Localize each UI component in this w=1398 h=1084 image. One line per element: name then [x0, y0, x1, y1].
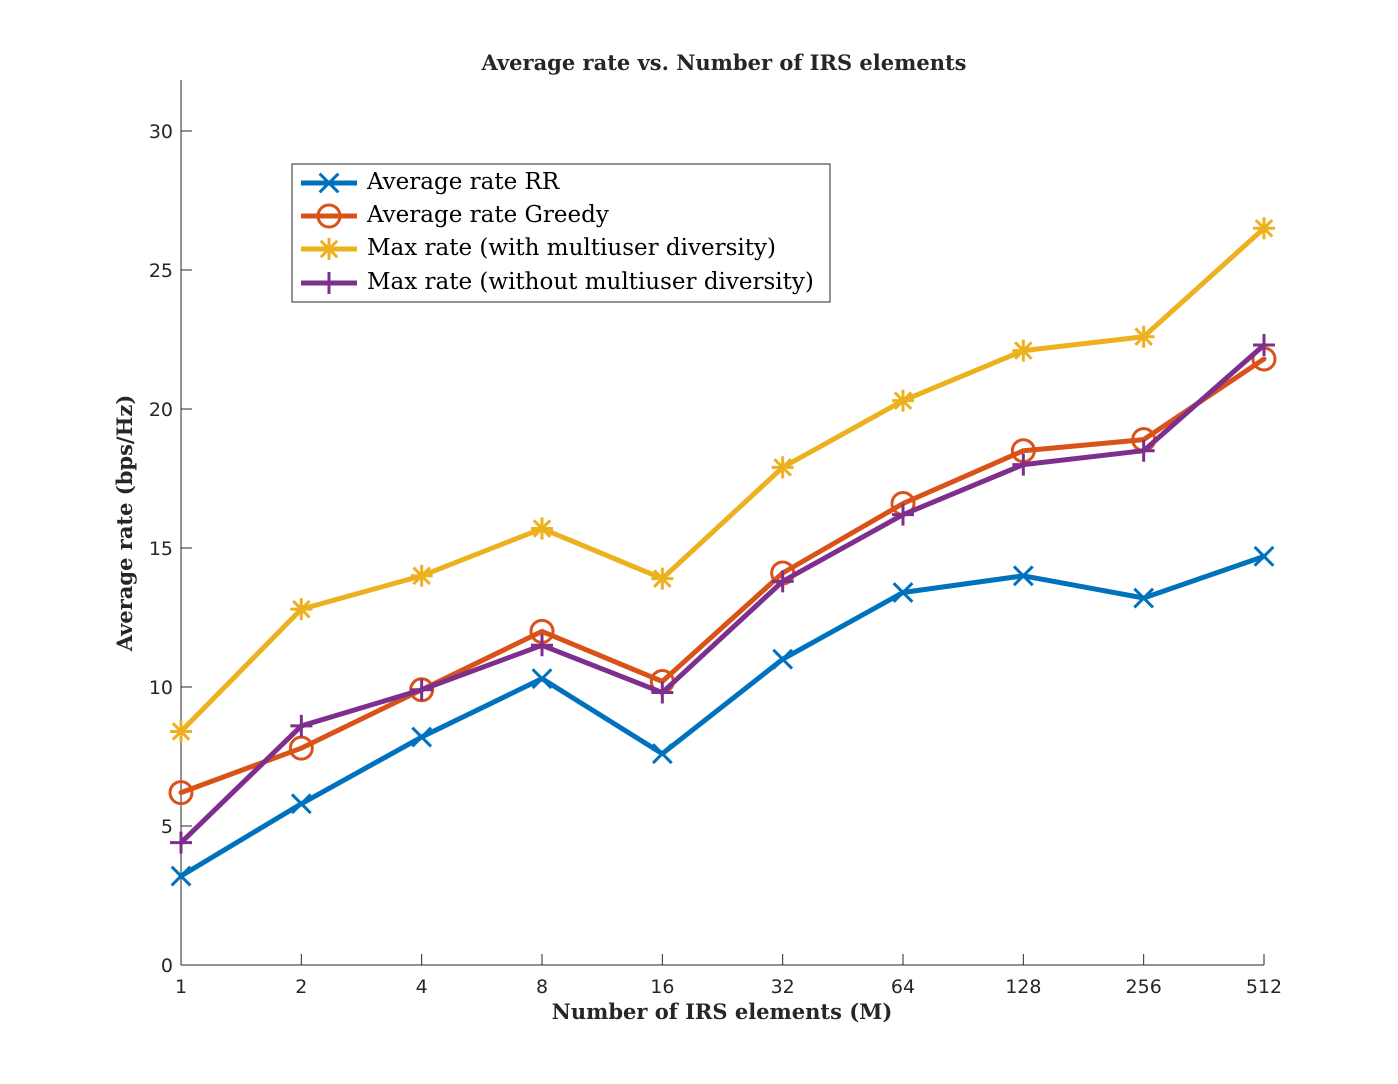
x-tick-label: 8	[536, 976, 548, 998]
data-point-3	[531, 634, 553, 657]
data-point-3	[410, 678, 433, 701]
data-point-1	[168, 780, 194, 806]
y-tick-label: 25	[149, 260, 173, 282]
y-tick-label: 30	[149, 121, 173, 143]
data-point-0	[290, 793, 312, 815]
data-point-3	[170, 831, 192, 854]
data-point-3	[290, 714, 313, 737]
data-point-0	[1253, 545, 1275, 567]
data-point-3	[1132, 439, 1155, 462]
x-tick-label: 64	[891, 976, 915, 998]
series-line-3	[178, 342, 1267, 846]
data-point-2	[410, 564, 433, 587]
y-axis-label: Average rate (bps/Hz)	[112, 395, 137, 653]
data-point-2	[290, 598, 313, 621]
data-point-2	[1132, 325, 1155, 348]
legend-marker-3	[318, 272, 340, 294]
chart-title: Average rate vs. Number of IRS elements	[481, 50, 967, 75]
y-tick-label: 10	[149, 677, 173, 699]
legend-entry-0-label: Average rate RR	[366, 169, 560, 195]
series-2	[170, 217, 1275, 743]
data-point-2	[170, 720, 192, 743]
legend-markers	[301, 172, 357, 294]
data-point-2	[771, 456, 794, 479]
data-point-0	[1012, 565, 1034, 587]
series-0	[170, 545, 1275, 887]
series-line-1	[178, 356, 1267, 796]
series-line-0	[178, 553, 1267, 879]
data-point-0	[1133, 587, 1155, 609]
data-point-0	[892, 582, 914, 603]
x-axis-ticks: 1 2 4 8 16 32 64 128 256 512	[175, 954, 1282, 998]
y-tick-label: 20	[149, 399, 173, 421]
x-tick-label: 128	[1005, 976, 1041, 998]
x-tick-label: 256	[1126, 976, 1162, 998]
x-tick-label: 32	[771, 976, 795, 998]
legend-entry-2-label: Max rate (with multiuser diversity)	[367, 235, 776, 261]
x-tick-label: 2	[295, 976, 307, 998]
plot-series	[168, 217, 1277, 887]
data-point-2	[892, 389, 914, 412]
x-tick-label: 1	[175, 976, 187, 998]
legend-entry-1-label: Average rate Greedy	[366, 202, 609, 228]
data-point-0	[531, 668, 553, 690]
data-point-2	[1253, 217, 1275, 240]
series-3	[170, 334, 1275, 854]
legend-entry-3-label: Max rate (without multiuser diversity)	[367, 269, 814, 295]
data-point-0	[772, 648, 794, 670]
data-point-2	[531, 517, 553, 540]
legend-marker-1	[316, 203, 342, 229]
data-point-3	[771, 570, 794, 593]
data-point-2	[651, 567, 674, 590]
data-point-3	[1253, 334, 1275, 357]
x-axis-label: Number of IRS elements (M)	[552, 999, 893, 1024]
legend-box	[291, 163, 831, 303]
x-tick-label: 16	[650, 976, 674, 998]
series-line-2	[178, 225, 1267, 734]
data-point-3	[892, 503, 914, 526]
data-point-1	[288, 735, 314, 761]
legend: Average rate RR Average rate Greedy Max …	[291, 163, 831, 303]
data-point-3	[651, 681, 674, 704]
legend-marker-0	[318, 172, 340, 194]
data-point-0	[411, 726, 433, 748]
legend-marker-2	[318, 238, 340, 260]
data-point-0	[170, 865, 192, 887]
x-tick-label: 4	[416, 976, 428, 998]
y-tick-label: 5	[161, 816, 173, 838]
data-point-0	[651, 743, 673, 765]
y-tick-label: 0	[161, 955, 173, 977]
data-point-2	[1012, 339, 1035, 362]
y-axis-ticks: 0 5 10 15 20 25 30	[149, 121, 192, 977]
y-tick-label: 15	[149, 538, 173, 560]
data-point-3	[1012, 453, 1035, 476]
x-tick-label: 512	[1246, 976, 1282, 998]
